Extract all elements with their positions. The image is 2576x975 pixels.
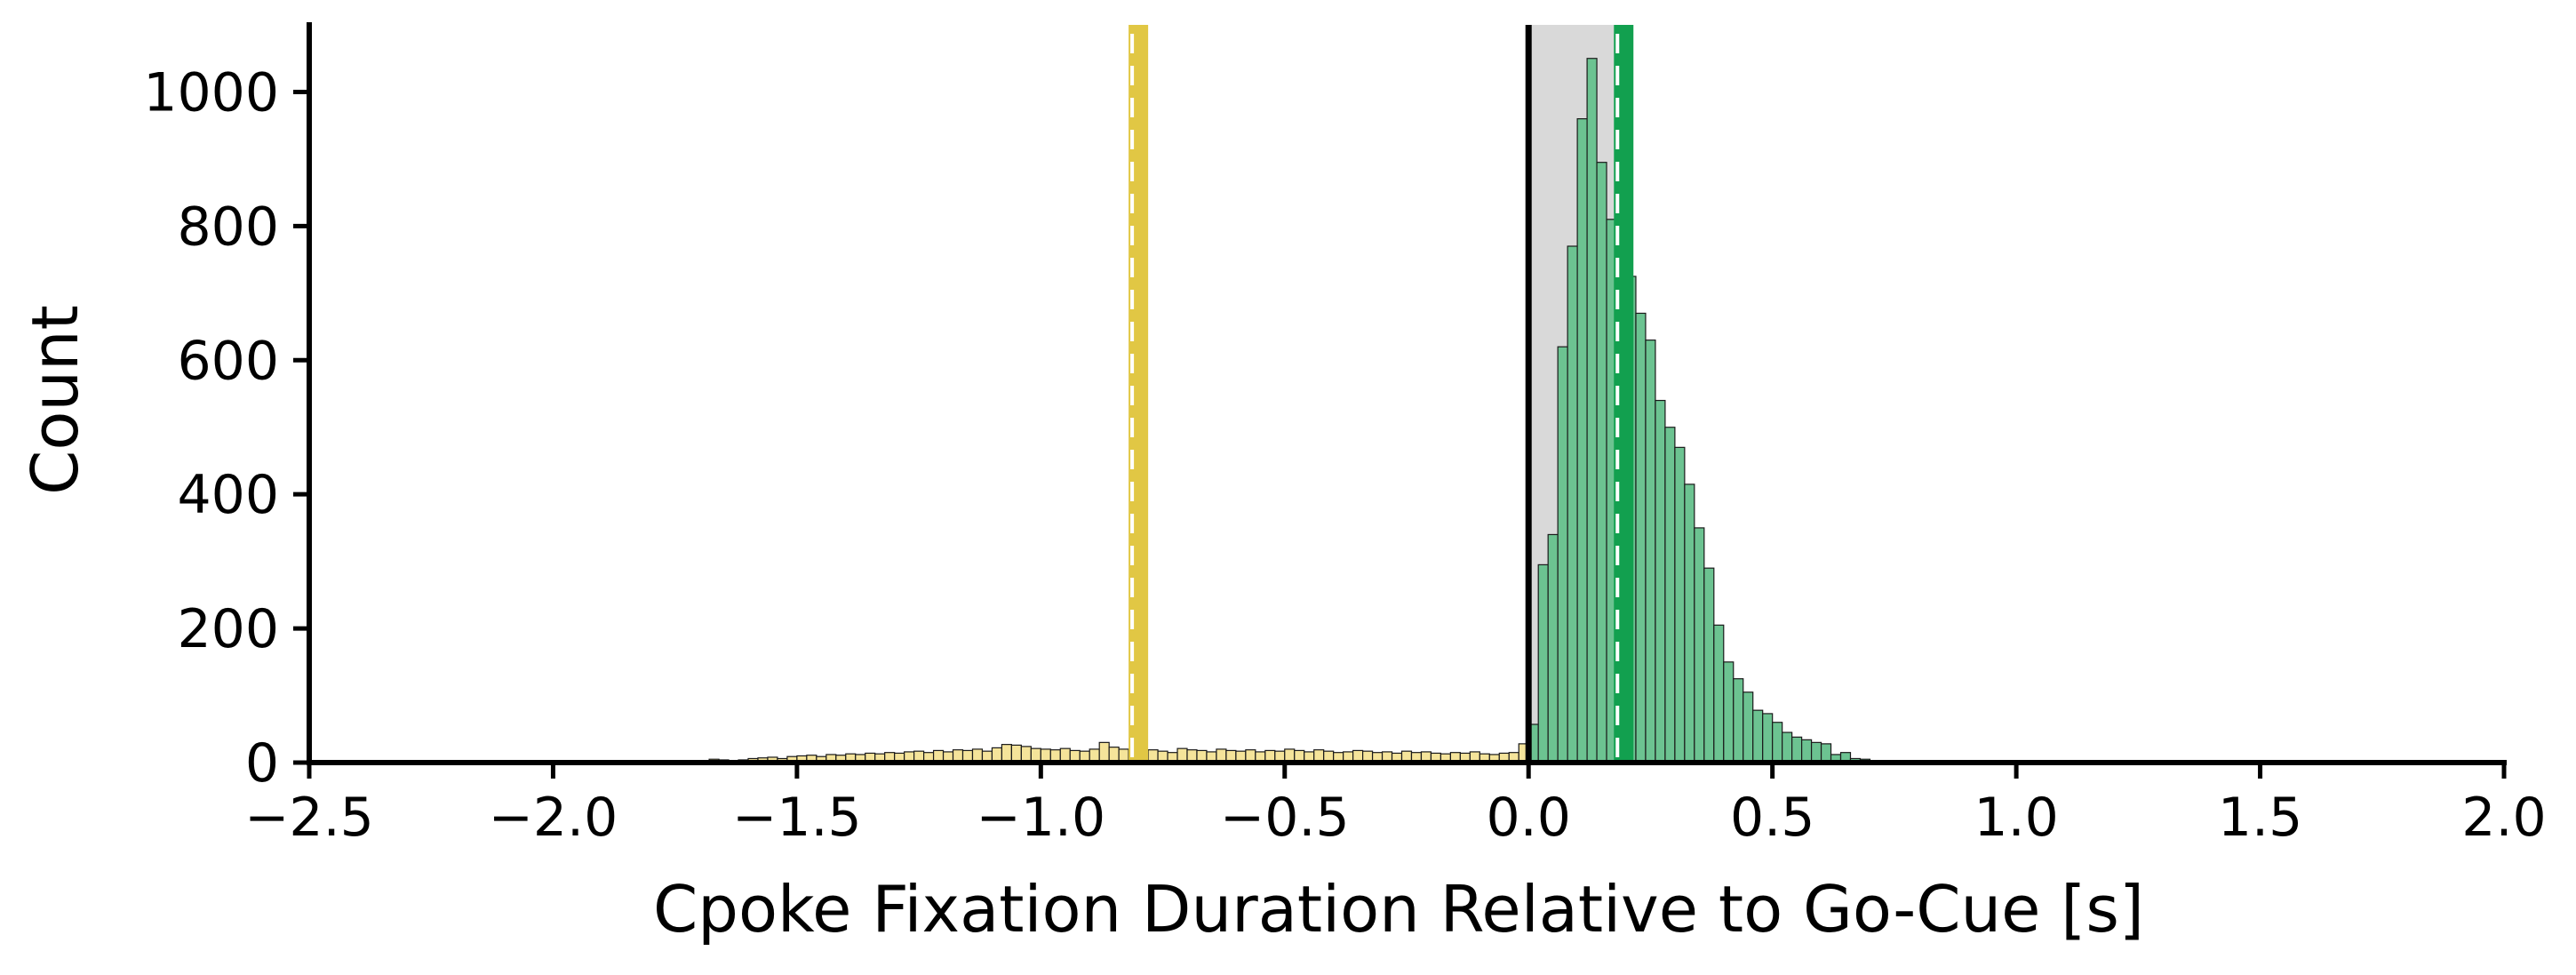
x-tick-label: 0.0 <box>1487 787 1571 849</box>
x-axis-label: Cpoke Fixation Duration Relative to Go-C… <box>653 872 2144 947</box>
y-tick-label: 600 <box>177 330 279 392</box>
histogram-bar <box>1762 713 1774 763</box>
histogram-bar <box>1723 661 1735 763</box>
histogram-bar <box>1537 563 1549 763</box>
y-tick-label: 0 <box>245 732 279 795</box>
histogram-bar <box>1694 527 1705 763</box>
histogram-bar <box>1733 678 1744 763</box>
histogram-bar <box>1743 691 1754 763</box>
y-tick-label: 400 <box>177 464 279 526</box>
histogram-bar <box>1596 162 1607 763</box>
histogram-bar <box>1635 312 1647 763</box>
histogram-bar <box>1645 340 1656 763</box>
x-tick-label: −1.0 <box>976 787 1105 849</box>
bars-layer <box>630 58 1929 763</box>
histogram-bar <box>1684 484 1695 763</box>
histogram-bar <box>1664 427 1676 763</box>
ticks-layer: −2.5 −2.0 −1.5 −1.0 −0.5 0.0 0.5 1.0 1.5 2.0 0 200 4… <box>143 61 2546 849</box>
histogram-bar <box>1752 709 1764 763</box>
y-axis-label: Count <box>18 305 92 495</box>
histogram-bar <box>1001 744 1013 763</box>
x-tick-label: 1.0 <box>1974 787 2058 849</box>
histogram-bar <box>1820 743 1832 763</box>
x-tick-label: −0.5 <box>1220 787 1350 849</box>
histogram-bar <box>1098 741 1110 763</box>
x-tick-label: 0.5 <box>1730 787 1814 849</box>
histogram-bar <box>1547 533 1559 763</box>
histogram-bar <box>1576 118 1588 763</box>
histogram-bar <box>1791 736 1803 763</box>
histogram-bar <box>1800 739 1813 763</box>
histogram-bar <box>1810 741 1822 763</box>
x-tick-label: 1.5 <box>2218 787 2302 849</box>
axes-layer <box>307 22 2507 765</box>
histogram-bar <box>1557 346 1568 763</box>
x-tick-label: −2.5 <box>244 787 374 849</box>
histogram-bar <box>1772 722 1783 763</box>
y-tick-label: 200 <box>177 598 279 660</box>
histogram-bar <box>1586 58 1598 763</box>
histogram-bar <box>1674 446 1686 763</box>
histogram-bar <box>1782 731 1793 763</box>
histogram-bar <box>1703 567 1715 763</box>
histogram-bar <box>1567 245 1578 763</box>
y-tick-label: 1000 <box>143 61 279 124</box>
histogram-bar <box>1655 399 1666 763</box>
x-tick-label: −2.0 <box>489 787 618 849</box>
histogram-bar <box>1713 624 1725 763</box>
x-tick-label: 2.0 <box>2461 787 2546 849</box>
vertical-lines-layer <box>1128 25 1634 763</box>
x-tick-label: −1.5 <box>732 787 862 849</box>
y-tick-label: 800 <box>177 196 279 258</box>
